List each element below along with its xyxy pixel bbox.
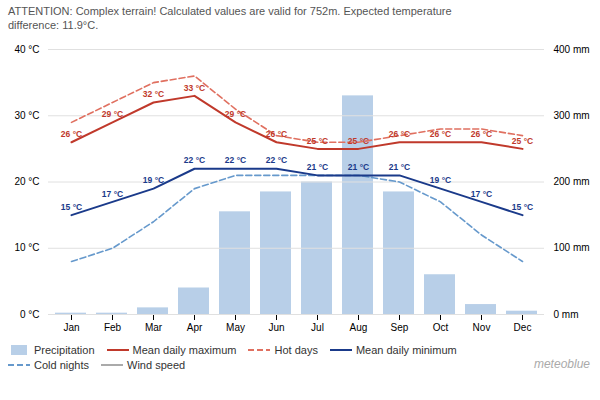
svg-text:21 °C: 21 °C — [348, 162, 369, 172]
svg-text:Dec: Dec — [514, 321, 532, 332]
html-text:Mean daily maximum: Mean daily maximum — [132, 343, 237, 356]
svg-text:19 °C: 19 °C — [430, 175, 451, 185]
svg-text:22 °C: 22 °C — [266, 155, 287, 165]
svg-text:19 °C: 19 °C — [143, 175, 164, 185]
svg-text:May: May — [226, 321, 245, 332]
html-text:Wind speed: Wind speed — [127, 358, 186, 371]
svg-text:Jun: Jun — [268, 321, 284, 332]
svg-text:Nov: Nov — [473, 321, 491, 332]
html-text:Precipitation: Precipitation — [34, 343, 95, 356]
svg-text:26 °C: 26 °C — [61, 129, 82, 139]
svg-text:22 °C: 22 °C — [184, 155, 205, 165]
html-text:Cold nights: Cold nights — [34, 358, 89, 371]
html-text:Hot days: Hot days — [274, 343, 318, 356]
svg-text:Jan: Jan — [63, 321, 79, 332]
svg-text:Sep: Sep — [391, 321, 409, 332]
svg-text:300 mm: 300 mm — [554, 110, 590, 121]
svg-text:10 °C: 10 °C — [14, 242, 39, 253]
svg-text:17 °C: 17 °C — [102, 188, 123, 198]
html-text:Mean daily minimum: Mean daily minimum — [355, 343, 457, 356]
svg-text:22 °C: 22 °C — [225, 155, 246, 165]
svg-text:17 °C: 17 °C — [471, 188, 492, 198]
svg-text:33 °C: 33 °C — [184, 82, 205, 92]
svg-text:29 °C: 29 °C — [225, 109, 246, 119]
svg-text:20 °C: 20 °C — [14, 176, 39, 187]
svg-text:200 mm: 200 mm — [554, 176, 590, 187]
svg-text:Apr: Apr — [187, 321, 203, 332]
html-text:ATTENTION: Complex terrain! Ca: ATTENTION: Complex terrain! Calculated v… — [8, 5, 452, 32]
svg-text:Feb: Feb — [104, 321, 122, 332]
svg-text:29 °C: 29 °C — [102, 109, 123, 119]
html-text:meteoblue: meteoblue — [534, 356, 590, 371]
svg-text:15 °C: 15 °C — [512, 201, 533, 211]
svg-text:0 mm: 0 mm — [554, 308, 579, 319]
svg-text:40 °C: 40 °C — [14, 43, 39, 54]
svg-text:0 °C: 0 °C — [20, 308, 40, 319]
svg-text:Mar: Mar — [145, 321, 163, 332]
svg-text:21 °C: 21 °C — [307, 162, 328, 172]
svg-text:26 °C: 26 °C — [430, 129, 451, 139]
svg-text:400 mm: 400 mm — [554, 43, 590, 54]
svg-text:Aug: Aug — [350, 321, 368, 332]
svg-text:Jul: Jul — [311, 321, 324, 332]
svg-text:25 °C: 25 °C — [512, 135, 533, 145]
svg-text:32 °C: 32 °C — [143, 89, 164, 99]
svg-text:26 °C: 26 °C — [389, 129, 410, 139]
svg-text:15 °C: 15 °C — [61, 201, 82, 211]
svg-text:21 °C: 21 °C — [389, 162, 410, 172]
svg-text:26 °C: 26 °C — [266, 129, 287, 139]
svg-text:26 °C: 26 °C — [471, 129, 492, 139]
svg-text:25 °C: 25 °C — [307, 135, 328, 145]
svg-text:30 °C: 30 °C — [14, 110, 39, 121]
svg-text:100 mm: 100 mm — [554, 242, 590, 253]
svg-text:25 °C: 25 °C — [348, 135, 369, 145]
svg-text:Oct: Oct — [433, 321, 449, 332]
